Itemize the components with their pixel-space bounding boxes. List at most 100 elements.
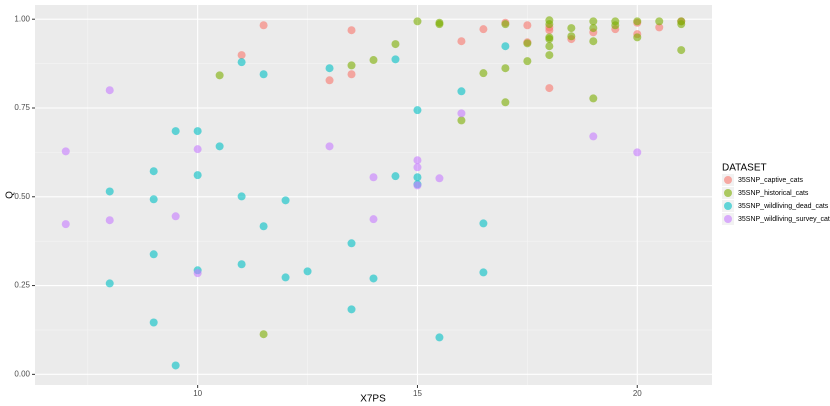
point [413,106,422,115]
point [325,76,334,85]
point [655,23,664,32]
y-tick-label: 0.00 [14,369,30,378]
y-tick-label: 0.75 [14,103,30,112]
point [259,70,268,79]
point [413,173,422,182]
point [149,250,158,259]
point [281,196,290,205]
point [303,267,312,276]
point [105,86,114,95]
legend-label: 35SNP_wildliving_survey_cats [738,216,830,223]
point [633,17,642,26]
legend-symbol [724,189,732,197]
legend-label: 35SNP_wildliving_dead_cats [738,203,829,210]
point [457,87,466,96]
point [215,71,224,80]
point [347,239,356,248]
point [589,132,598,141]
point [259,222,268,231]
point [193,145,202,154]
point [523,21,532,30]
point [479,219,488,228]
y-tick-label: 0.25 [14,281,30,290]
point [413,181,422,190]
point [105,279,114,288]
y-axis-label: Q [5,191,16,199]
point [589,37,598,46]
point [413,163,422,172]
legend-label: 35SNP_captive_cats [738,177,803,184]
point [391,55,400,64]
point [325,142,334,151]
point [545,16,554,25]
point [523,57,532,66]
point [545,35,554,44]
point [501,98,510,107]
x-tick-label: 20 [633,389,642,398]
legend-title: DATASET [722,163,767,174]
point [215,142,224,151]
point [259,21,268,30]
point [347,61,356,70]
point [259,330,268,339]
point [391,40,400,49]
point [457,37,466,46]
point [633,33,642,42]
point [369,274,378,283]
x-tick-label: 10 [193,389,202,398]
point [435,174,444,183]
point [655,17,664,26]
point [149,195,158,204]
legend-symbol [724,215,732,223]
point [501,42,510,51]
legend-symbol [724,176,732,184]
x-axis-label: X7PS [360,394,386,405]
point [171,127,180,136]
point [545,26,554,35]
point [545,84,554,93]
point [479,268,488,277]
point [347,70,356,79]
point [501,64,510,73]
panel [35,5,712,385]
point [545,42,554,51]
point [193,269,202,278]
point [567,32,576,41]
point [193,171,202,180]
point [523,39,532,48]
point [105,216,114,225]
point [457,109,466,118]
point [435,333,444,342]
legend-label: 35SNP_historical_cats [738,190,809,197]
point [391,172,400,181]
point [369,215,378,224]
legend-symbol [724,202,732,210]
point [369,56,378,65]
point [479,25,488,34]
point [413,156,422,165]
point [347,305,356,314]
point [589,24,598,33]
point [325,64,334,73]
y-tick-label: 1.00 [14,14,30,23]
point [677,46,686,55]
point [237,260,246,269]
point [149,167,158,176]
point [193,127,202,136]
point [479,69,488,78]
point [369,173,378,182]
point [611,21,620,30]
point [149,318,158,327]
point [61,147,70,156]
point [457,116,466,125]
x-tick-label: 15 [413,389,422,398]
point [171,361,180,370]
point [435,20,444,29]
point [347,26,356,35]
point [237,58,246,67]
point [171,212,180,221]
point [633,148,642,157]
point [545,51,554,60]
point [677,20,686,29]
